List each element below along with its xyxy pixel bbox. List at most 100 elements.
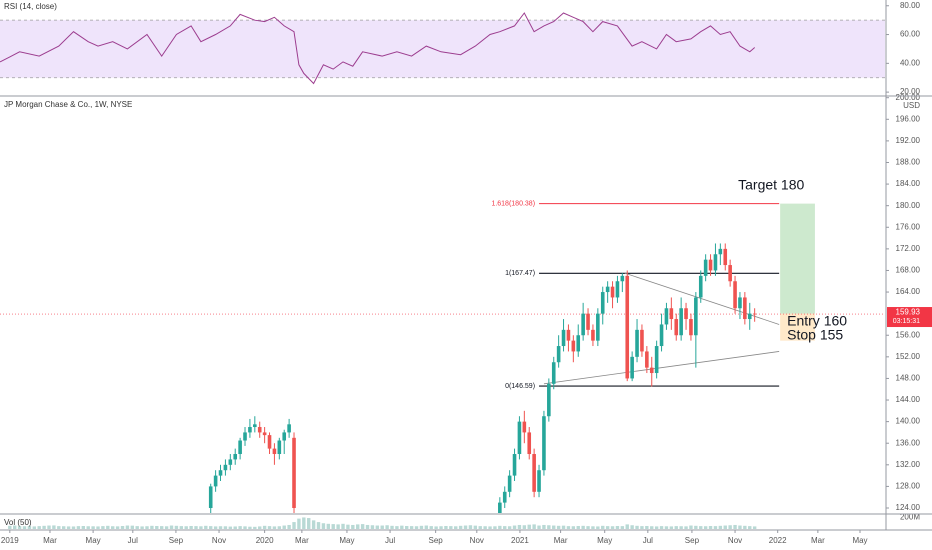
x-tick-label: Mar: [811, 536, 825, 545]
volume-bar: [591, 526, 595, 529]
x-tick-label: Jul: [643, 536, 653, 545]
volume-bar: [414, 526, 419, 529]
volume-bar: [365, 524, 370, 529]
candle-body: [703, 259, 708, 276]
volume-bar: [483, 526, 487, 529]
x-tick-label: Mar: [295, 536, 309, 545]
candle-body: [649, 367, 654, 374]
volume-bar: [498, 525, 502, 529]
volume-bar: [424, 525, 429, 529]
volume-bar: [96, 526, 100, 529]
volume-bar: [356, 524, 360, 529]
volume-bar: [380, 525, 384, 529]
volume-bar: [713, 526, 718, 529]
volume-bar: [106, 525, 110, 529]
target-label: Target 180: [738, 176, 804, 192]
trendline: [624, 272, 780, 325]
volume-bar: [86, 526, 90, 529]
y-tick-label: 144.00: [896, 395, 921, 404]
volume-bar: [71, 526, 76, 529]
x-tick-label: Jul: [385, 536, 395, 545]
y-tick-label: 136.00: [896, 438, 921, 447]
volume-bar: [449, 526, 453, 529]
volume-bar: [630, 525, 634, 529]
volume-bar: [253, 526, 257, 529]
candle-body: [620, 275, 625, 282]
candle-body: [267, 435, 272, 449]
candle-body: [532, 454, 536, 492]
volume-bar: [748, 526, 752, 529]
volume-bar: [57, 526, 61, 529]
volume-bar: [547, 525, 551, 529]
volume-bar: [620, 526, 625, 529]
candle-body: [659, 324, 664, 347]
y-tick-label: 168.00: [896, 266, 921, 275]
volume-bar: [473, 525, 478, 529]
y-tick-label: 188.00: [896, 158, 921, 167]
chart-title: JP Morgan Chase & Co., 1W, NYSE: [4, 100, 132, 109]
volume-bar: [169, 525, 174, 529]
volume-bar: [130, 525, 135, 529]
volume-bar: [507, 526, 512, 529]
volume-bar: [115, 526, 120, 529]
volume-bar: [140, 526, 144, 529]
volume-bar: [429, 526, 433, 529]
volume-bar: [120, 526, 125, 529]
volume-bar: [370, 525, 375, 529]
y-tick-label: 176.00: [896, 222, 921, 231]
volume-bar: [42, 525, 46, 529]
volume-bar: [346, 524, 350, 529]
volume-bar: [292, 522, 296, 529]
volume-bar: [561, 525, 566, 529]
volume-bar: [743, 525, 747, 529]
candle-body: [615, 281, 620, 298]
volume-bar: [733, 524, 737, 529]
candle-body: [669, 308, 674, 320]
volume-bar: [689, 525, 693, 529]
y-tick-label: 184.00: [896, 179, 921, 188]
candle-body: [728, 265, 732, 282]
candle-body: [664, 308, 669, 325]
candle-body: [243, 432, 247, 441]
x-tick-label: Mar: [554, 536, 568, 545]
candle-body: [591, 329, 595, 341]
candle-body: [218, 470, 223, 476]
stop-label: Stop 155: [787, 326, 843, 342]
x-tick-label: Nov: [728, 536, 742, 545]
volume-bar: [552, 525, 556, 529]
x-tick-label: May: [339, 536, 354, 545]
volume-bar: [32, 526, 37, 529]
volume-bar: [184, 526, 188, 529]
volume-bar: [684, 526, 688, 529]
candle-body: [502, 491, 507, 503]
volume-bar: [390, 525, 394, 529]
volume-bar: [267, 526, 272, 529]
volume-bar: [601, 525, 605, 529]
volume-bar: [503, 526, 507, 529]
volume-bar: [174, 525, 179, 529]
volume-bar: [81, 526, 86, 529]
volume-bar: [566, 526, 571, 529]
volume-bar: [586, 526, 590, 529]
volume-bar: [145, 526, 149, 529]
volume-bar: [150, 525, 154, 529]
currency: USD: [903, 101, 920, 110]
volume-bar: [341, 523, 345, 529]
entry-label: Entry 160: [787, 312, 847, 328]
candle-body: [527, 432, 532, 455]
candle-body: [752, 313, 757, 315]
volume-bar: [434, 526, 438, 529]
volume-bar: [542, 524, 546, 529]
volume-bar: [282, 525, 286, 529]
volume-bar: [468, 525, 473, 529]
y-tick-label: 148.00: [896, 374, 921, 383]
volume-bar: [272, 526, 277, 529]
volume-bar: [458, 525, 463, 529]
volume-bar: [336, 524, 340, 529]
volume-bar: [155, 526, 159, 529]
volume-bar: [243, 526, 247, 529]
candle-body: [684, 308, 688, 320]
volume-bar: [694, 525, 698, 529]
